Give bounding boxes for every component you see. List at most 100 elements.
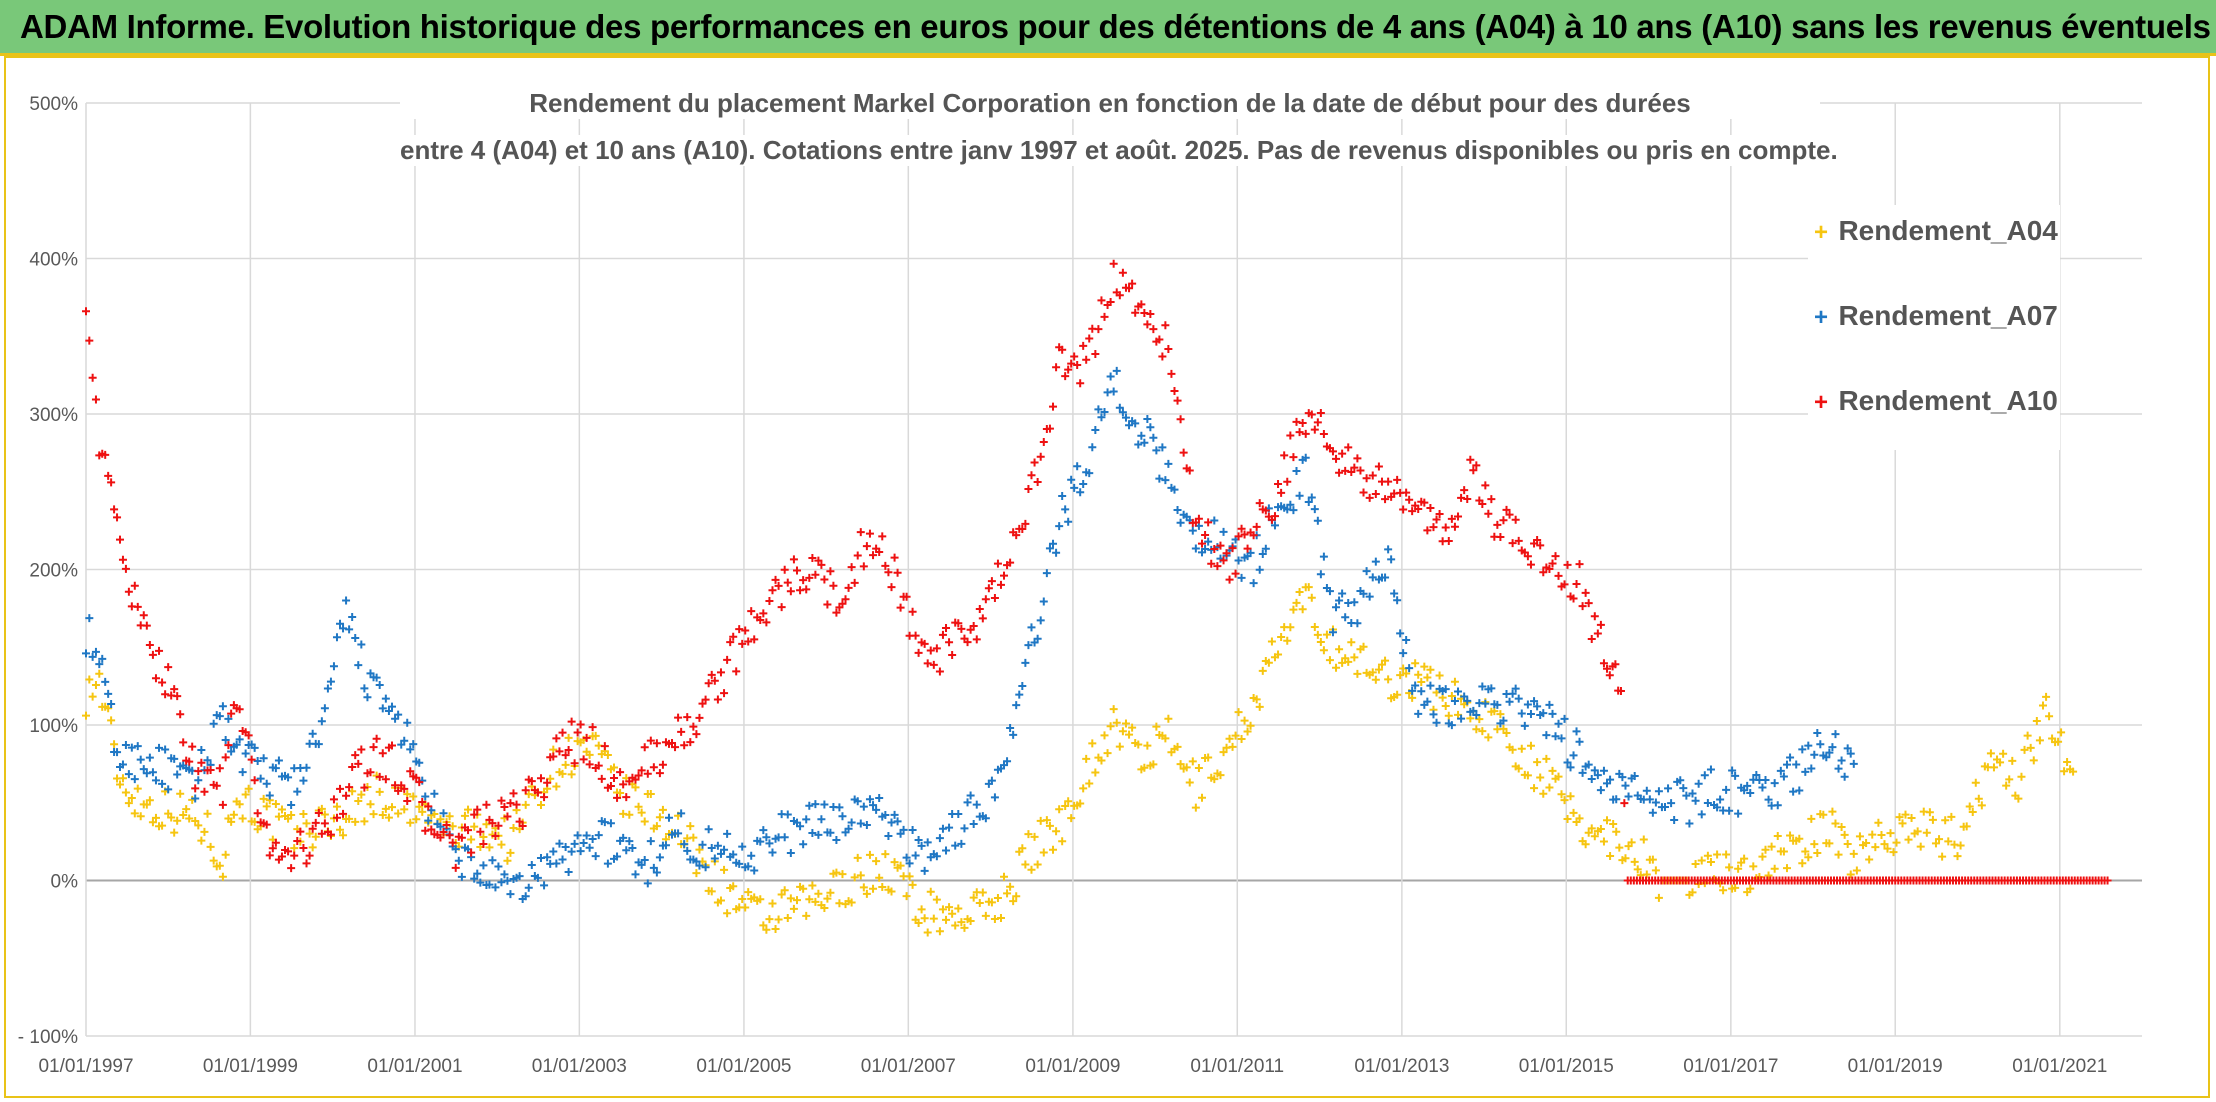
data-point [1371,489,1380,498]
data-point [1286,500,1295,509]
data-point [865,850,874,859]
data-point [1368,573,1377,582]
data-point [1274,650,1283,659]
data-point [552,734,561,743]
data-point [948,909,957,918]
data-point [332,813,341,822]
data-point [1125,730,1134,739]
data-point [464,826,473,835]
data-point [588,723,597,732]
data-point [1194,514,1203,523]
data-point [1484,733,1493,742]
data-point [823,894,832,903]
data-point [1539,709,1548,718]
data-point [1316,637,1325,646]
data-point [1463,494,1472,503]
data-point [1009,897,1018,906]
data-point [366,800,375,809]
data-point [82,649,90,658]
data-point [759,921,768,930]
data-point [820,800,829,809]
data-point [902,853,911,862]
data-point [908,607,917,616]
data-point [1188,757,1197,766]
data-point [631,775,640,784]
data-point [206,842,215,851]
data-point [920,866,929,875]
data-point [859,562,868,571]
data-point [1801,847,1810,856]
data-point [229,810,238,819]
data-point [1852,866,1861,875]
data-point [796,822,805,831]
data-point [588,835,597,844]
data-point [817,560,826,569]
data-point [145,796,154,805]
data-point [1971,778,1980,787]
data-point [1880,840,1889,849]
data-point [375,787,384,796]
data-point [981,814,990,823]
data-point [1414,709,1423,718]
data-point [1161,476,1170,485]
data-point [1682,791,1691,800]
data-point [345,814,354,823]
data-point [1843,840,1852,849]
data-point [643,879,652,888]
data-point [1996,758,2005,767]
data-point [1408,686,1417,695]
data-point [1289,506,1298,515]
data-point [938,630,947,639]
data-point [1420,498,1429,507]
data-point [88,652,97,661]
data-point [859,802,868,811]
data-point [1883,844,1892,853]
data-point [400,784,409,793]
data-point [1560,714,1569,723]
data-point [1292,598,1301,607]
data-point [609,763,618,772]
data-point [1073,462,1082,471]
data-point [360,783,369,792]
data-point [564,733,573,742]
data-point [996,580,1005,589]
data-point [241,749,250,758]
data-point [372,734,381,743]
data-point [238,768,247,777]
data-point [241,790,250,799]
data-point [1301,429,1310,438]
data-point [729,632,738,641]
data-point [1076,488,1085,497]
data-point [197,836,206,845]
data-point [793,566,802,575]
data-point [1298,605,1307,614]
data-point [476,827,485,836]
data-point [470,874,479,883]
data-point [729,850,738,859]
data-point [427,825,436,834]
data-point [1813,729,1822,738]
data-point [445,831,454,840]
x-tick-label: 01/01/2007 [861,1056,956,1077]
data-point [191,784,200,793]
legend-marker-a10: + [1813,389,1828,416]
data-point [1569,594,1578,603]
data-point [786,849,795,858]
data-point [1405,664,1414,673]
data-point [835,803,844,812]
data-point [786,587,795,596]
data-point [1536,541,1545,550]
data-point [91,647,100,656]
data-point [98,654,107,663]
data-point [430,789,439,798]
y-tick-label: 0% [51,872,79,893]
data-point [1231,731,1240,740]
data-point [1112,718,1121,727]
data-point [363,693,372,702]
data-point [726,638,735,647]
data-point [655,813,664,822]
data-point [838,812,847,821]
data-point [1158,443,1167,452]
data-point [814,556,823,565]
data-point [136,755,145,764]
